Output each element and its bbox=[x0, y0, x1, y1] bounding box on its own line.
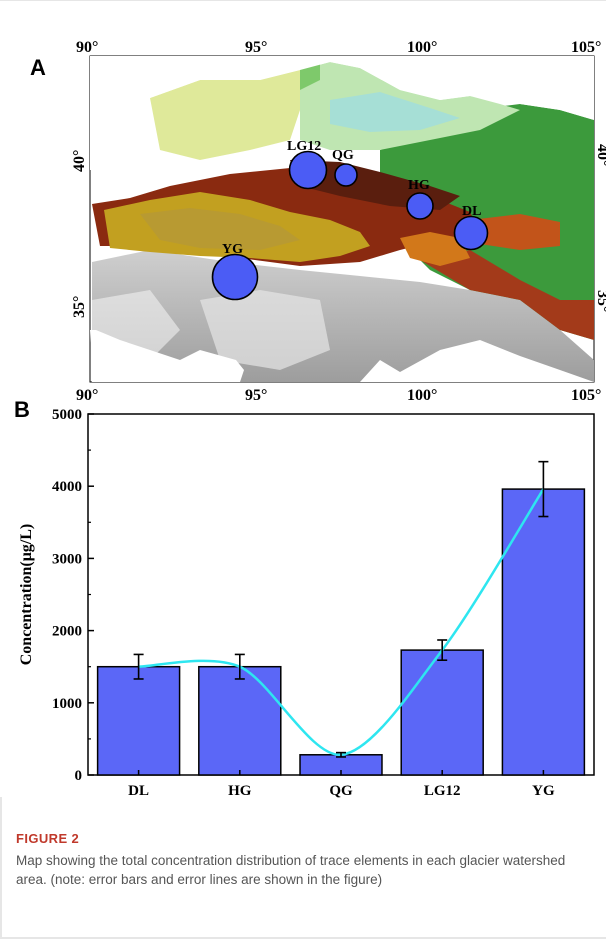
site-marker-hg bbox=[406, 192, 434, 220]
x-tick-label-yg: YG bbox=[532, 783, 555, 799]
map-bottom-lon-tick-105: 105° bbox=[571, 387, 601, 404]
trend-curve bbox=[138, 488, 545, 757]
y-tick-label: 5000 bbox=[52, 407, 82, 423]
figure-caption: Map showing the total concentration dist… bbox=[16, 853, 566, 887]
site-label-yg: YG bbox=[222, 242, 243, 257]
y-tick-label: 4000 bbox=[52, 479, 82, 495]
map-top-lon-tick-90: 90° bbox=[76, 39, 98, 56]
bar-dl bbox=[96, 665, 181, 776]
map-top-lon-tick-95: 95° bbox=[245, 39, 267, 56]
x-tick-label-qg: QG bbox=[329, 783, 353, 799]
terrain bbox=[90, 56, 594, 382]
bar-hg bbox=[198, 665, 282, 776]
y-axis-label: Concentration(μg/L) bbox=[18, 524, 35, 666]
map-lat-tick-40: 40° bbox=[71, 150, 88, 172]
y-tick-label: 1000 bbox=[52, 696, 82, 712]
site-markers bbox=[211, 150, 489, 301]
x-tick-label-lg12: LG12 bbox=[424, 783, 461, 799]
map-top-lon-tick-105: 105° bbox=[571, 39, 601, 56]
y-tick-label: 3000 bbox=[52, 551, 82, 567]
site-marker-qg bbox=[334, 163, 358, 187]
map-lat-tick-right-35: 35° bbox=[594, 290, 606, 312]
site-label-hg: HG bbox=[408, 178, 430, 193]
figure-label: FIGURE 2 bbox=[16, 831, 80, 846]
site-label-qg: QG bbox=[332, 148, 354, 163]
map-lat-tick-right-40: 40° bbox=[594, 144, 606, 166]
site-label-dl: DL bbox=[462, 204, 481, 219]
map-lat-tick-35: 35° bbox=[71, 296, 88, 318]
y-tick-label: 0 bbox=[75, 768, 83, 784]
map-bottom-lon-tick-100: 100° bbox=[407, 387, 437, 404]
bar-lg12 bbox=[400, 649, 484, 776]
x-tick-label-dl: DL bbox=[128, 783, 149, 799]
bar-yg bbox=[501, 488, 586, 776]
panel-letter-b: B bbox=[14, 397, 30, 422]
x-tick-label-hg: HG bbox=[228, 783, 252, 799]
map-bottom-lon-tick-90: 90° bbox=[76, 387, 98, 404]
site-marker-yg bbox=[211, 253, 259, 301]
site-marker-dl bbox=[453, 215, 489, 251]
map-top-lon-tick-100: 100° bbox=[407, 39, 437, 56]
panel-letter-a: A bbox=[30, 55, 46, 80]
caption-box: FIGURE 2 Map showing the total concentra… bbox=[0, 797, 606, 939]
site-marker-lg12 bbox=[288, 150, 328, 190]
site-label-lg12: LG12 bbox=[287, 139, 321, 154]
top-rule bbox=[0, 0, 606, 1]
bar-chart: 0 1000 2000 3000 4000 5000 Concentration(μg/L)… bbox=[18, 407, 595, 799]
y-tick-label: 2000 bbox=[52, 624, 82, 640]
map-panel: LG12 QG HG DL YG 90° 95° 100° 105° 90° 9… bbox=[71, 39, 606, 404]
map-bottom-lon-tick-95: 95° bbox=[245, 387, 267, 404]
